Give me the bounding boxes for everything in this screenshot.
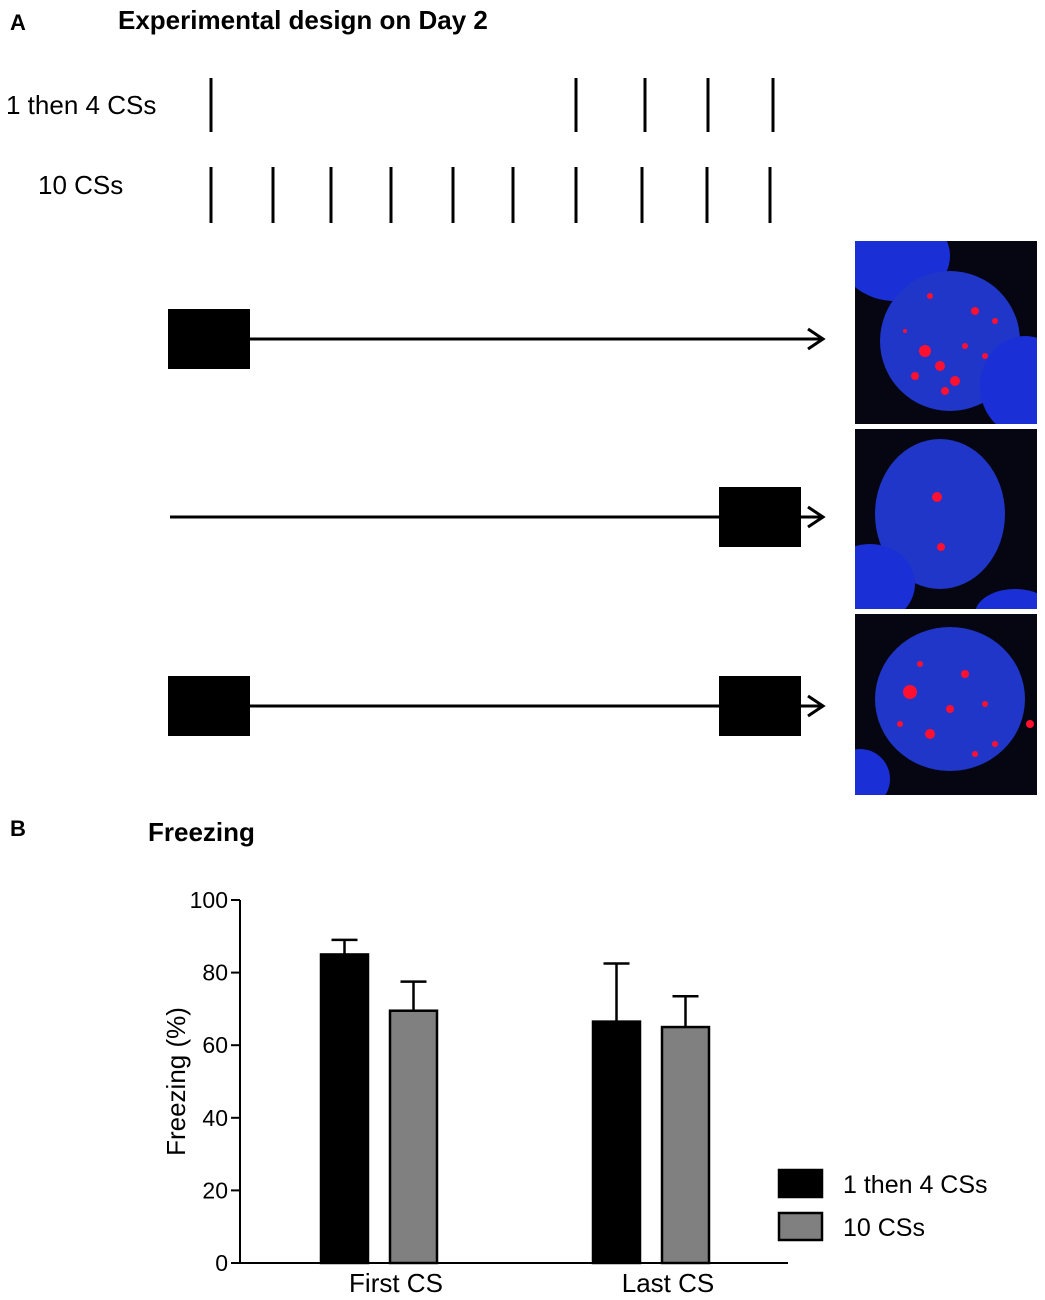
bar [319,953,370,1265]
experimental-design-diagram [168,78,826,736]
bar [388,1009,439,1265]
arrow-head [807,694,826,718]
panel-a-letter: A [10,10,26,35]
cs-block [168,676,250,736]
arrow-head [807,327,826,351]
row-label-1-then-4: 1 then 4 CSs [6,90,157,120]
y-axis-label: Freezing (%) [161,1007,191,1156]
y-tick-label: 80 [202,960,228,986]
microscopy-image-3 [855,614,1037,795]
panel-a-title: Experimental design on Day 2 [118,5,488,35]
y-tick-label: 20 [202,1177,228,1203]
row-label-10-css: 10 CSs [38,170,124,200]
microscopy-image-1 [855,241,1037,424]
legend-label: 10 CSs [843,1214,925,1242]
x-tick-label: First CS [349,1268,443,1298]
cs-block [168,309,250,369]
bar [660,1025,711,1265]
panel-b-letter: B [10,816,26,841]
cs-block [719,487,801,547]
bar [591,1020,642,1265]
legend-label: 1 then 4 CSs [843,1171,988,1199]
y-tick-label: 40 [202,1105,228,1131]
chart-title: Freezing [148,817,255,847]
cs-block [719,676,801,736]
y-tick-label: 0 [215,1250,228,1276]
microscopy-image-2 [855,429,1037,609]
legend-swatch [777,1211,824,1242]
y-tick-label: 100 [190,887,228,913]
y-tick-label: 60 [202,1032,228,1058]
arrow-head [807,505,826,529]
legend-swatch [777,1168,824,1199]
x-tick-label: Last CS [622,1268,715,1298]
